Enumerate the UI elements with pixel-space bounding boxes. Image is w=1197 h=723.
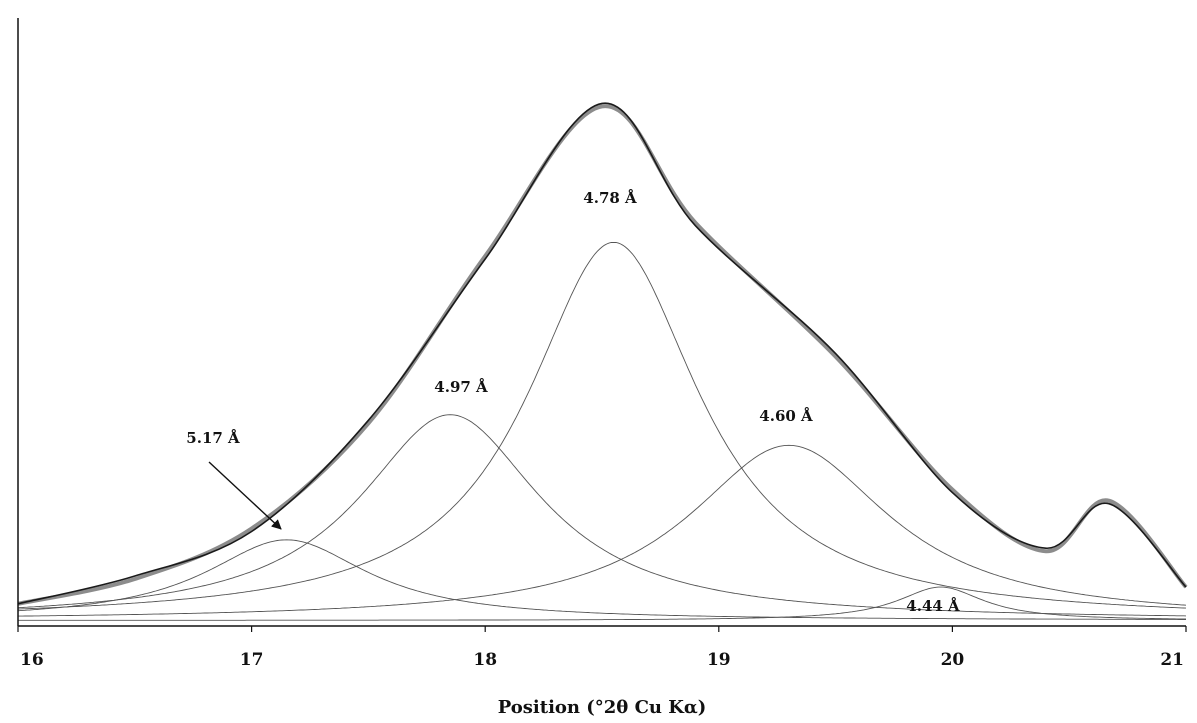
arrow-5-17	[208, 461, 282, 530]
peak-label: 4.97 Å	[434, 378, 488, 396]
observed-pattern	[17, 104, 1188, 606]
plot-area	[17, 102, 1188, 621]
peak-annotations: 4.78 Å 4.97 Å 5.17 Å 4.60 Å 4.44 Å	[186, 189, 960, 615]
component-peak-3	[17, 241, 1187, 610]
x-tick-label: 21	[1160, 650, 1184, 670]
peak-label: 4.60 Å	[759, 407, 813, 425]
x-axis-ticks: 16 17 18 19 20 21	[17, 626, 1187, 670]
fit-envelope	[17, 102, 1187, 605]
component-peak-4	[18, 444, 1187, 617]
peak-label: 4.78 Å	[583, 189, 637, 207]
x-tick-label: 18	[473, 650, 497, 670]
peak-label: 4.44 Å	[906, 597, 960, 615]
x-axis-title: Position (°2θ Cu Kα)	[498, 697, 707, 718]
component-peak-1	[17, 539, 1186, 620]
x-tick-label: 19	[707, 650, 731, 670]
x-tick-label: 17	[240, 650, 264, 670]
component-peak-2	[17, 414, 1187, 617]
x-tick-label: 20	[941, 650, 965, 670]
peak-label: 5.17 Å	[186, 429, 240, 447]
x-tick-label: 16	[20, 650, 44, 670]
component-peak-5	[18, 586, 1187, 621]
